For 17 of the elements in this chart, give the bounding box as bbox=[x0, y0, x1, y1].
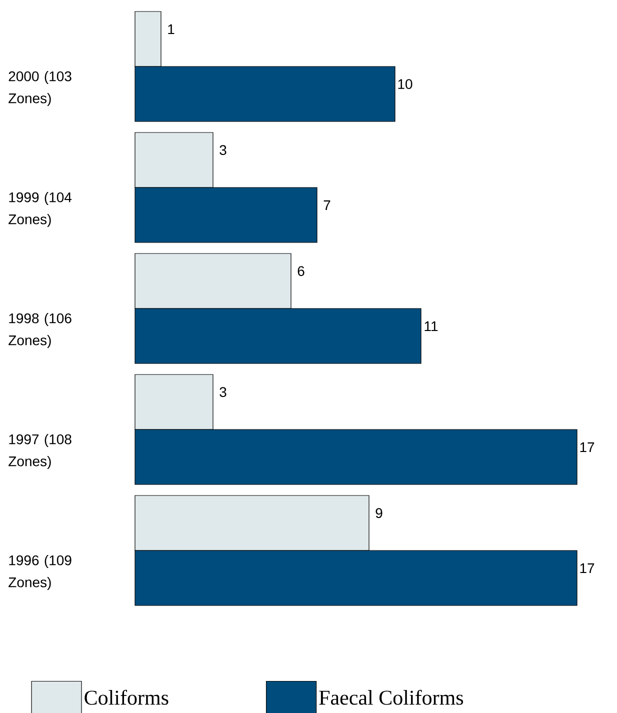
y-tick-label: 2000 (103 Zones) bbox=[8, 70, 72, 106]
data-label: 9 bbox=[376, 508, 382, 518]
data-label: 3 bbox=[220, 145, 226, 156]
legend-label: Coliforms bbox=[84, 690, 168, 705]
data-label: 6 bbox=[298, 266, 304, 276]
y-tick-label: 1998 (106 Zones) bbox=[8, 312, 72, 348]
data-label: 1 bbox=[168, 24, 174, 34]
data-label: 11 bbox=[424, 321, 438, 332]
data-label: 10 bbox=[398, 79, 412, 90]
y-tick-label: 1997 (108 Zones) bbox=[8, 434, 72, 470]
data-label: 7 bbox=[324, 200, 330, 210]
data-label: 17 bbox=[580, 442, 594, 452]
y-tick-label: 1996 (109 Zones) bbox=[8, 554, 72, 590]
data-label: 3 bbox=[220, 387, 226, 398]
y-tick-label: 1999 (104 Zones) bbox=[8, 192, 72, 228]
data-label: 17 bbox=[580, 563, 594, 574]
legend-label: Faecal Coliforms bbox=[319, 690, 464, 705]
